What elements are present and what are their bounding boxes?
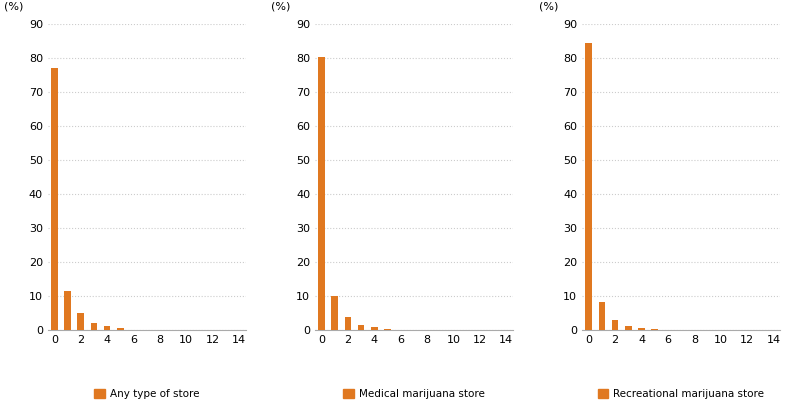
Bar [638,328,645,330]
Legend: Any type of store: Any type of store [90,385,204,403]
Bar [371,327,377,330]
Text: (%): (%) [539,2,558,12]
Text: (%): (%) [271,2,291,12]
Legend: Recreational marijuana store: Recreational marijuana store [594,385,769,403]
Bar [91,323,97,330]
Bar [103,326,111,330]
Bar [585,43,592,330]
Bar [331,297,338,330]
Bar [345,317,351,330]
Bar [318,56,325,330]
Bar [64,291,71,330]
Bar [599,301,605,330]
Bar [358,325,365,330]
Bar [612,320,618,330]
Legend: Medical marijuana store: Medical marijuana store [339,385,489,403]
Bar [651,329,658,330]
Bar [77,314,84,330]
Bar [117,328,123,330]
Bar [625,326,632,330]
Bar [384,329,391,330]
Text: (%): (%) [4,2,24,12]
Bar [51,69,57,330]
